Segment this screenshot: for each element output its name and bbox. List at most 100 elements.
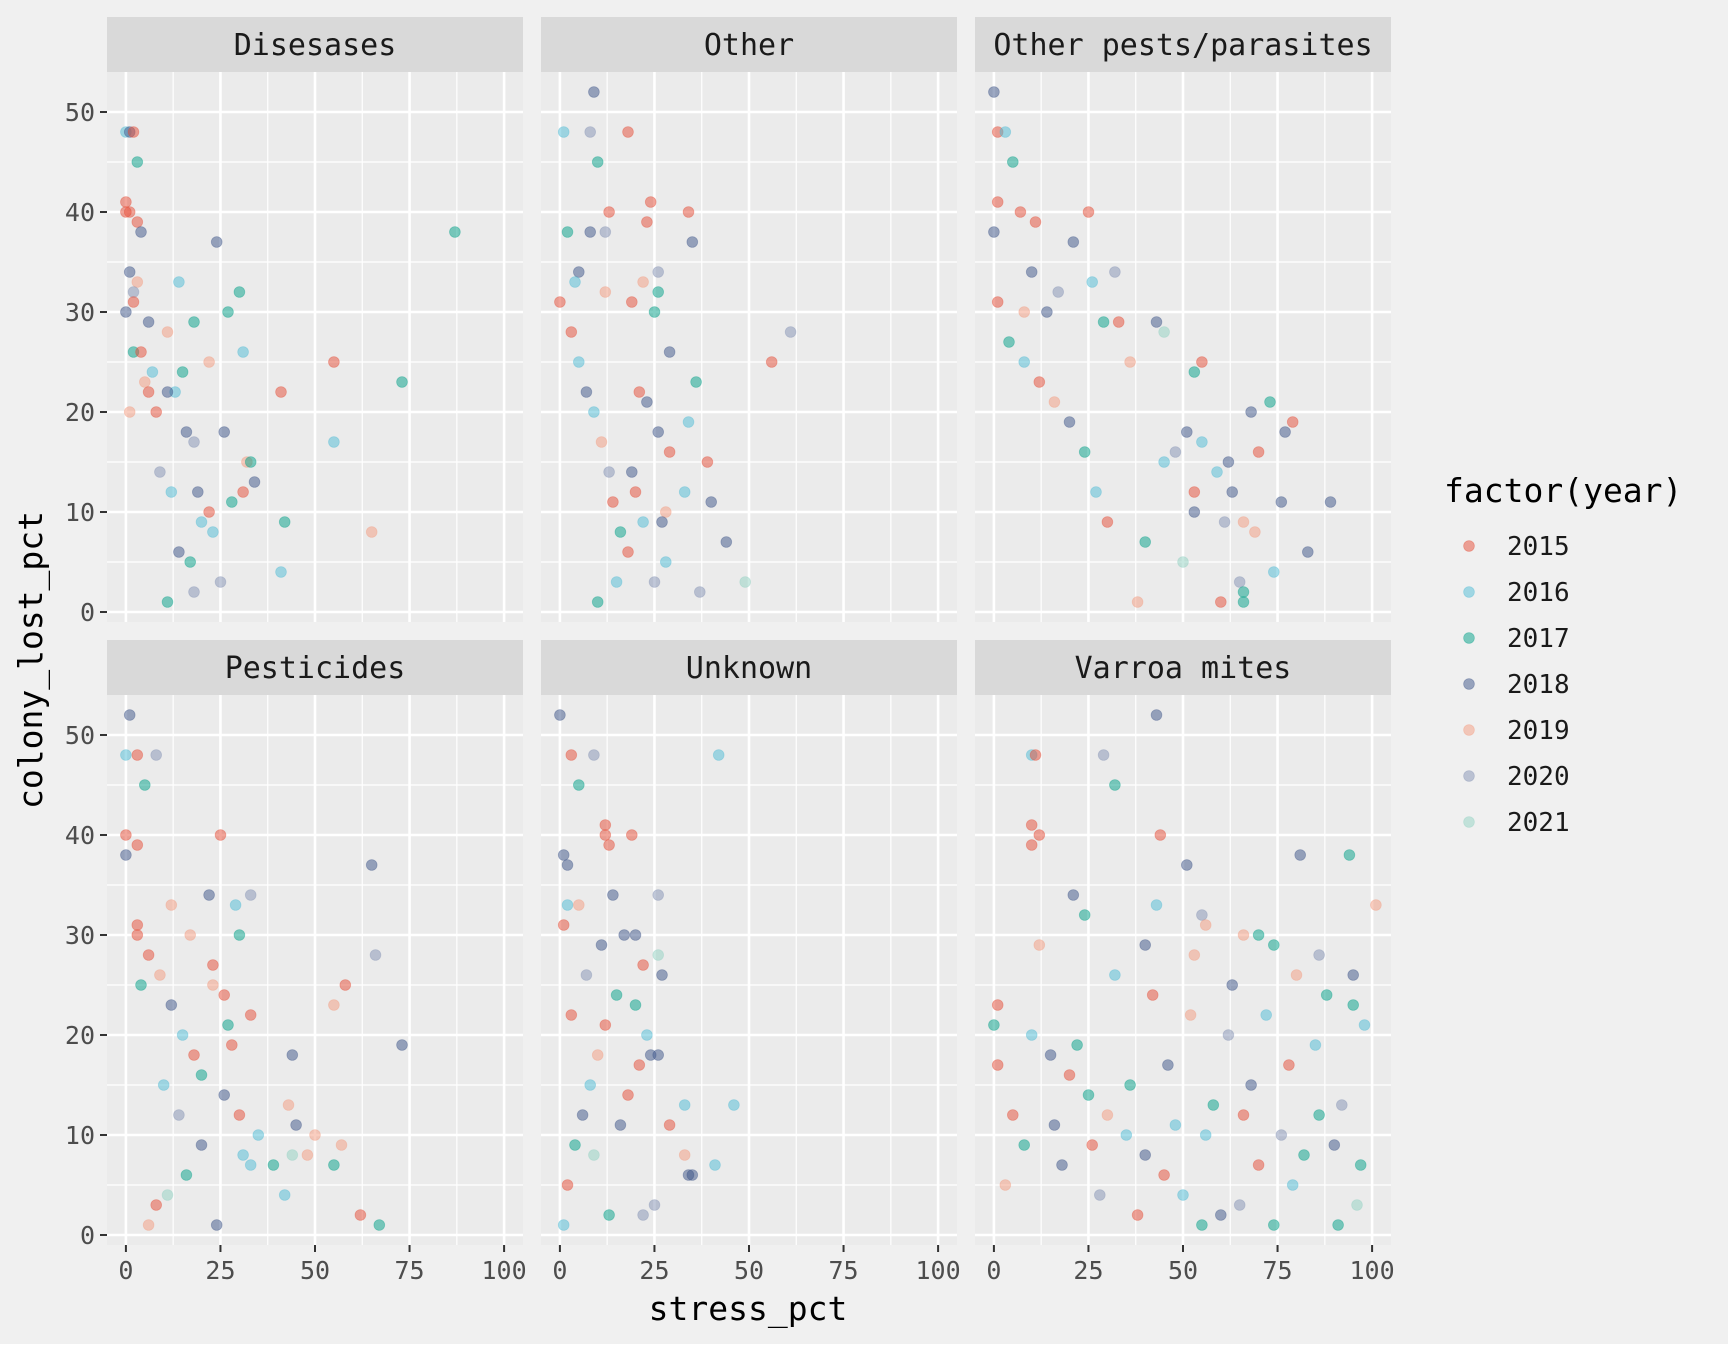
- x-tick-label: 25: [1073, 1256, 1103, 1285]
- data-point-2018: [595, 939, 608, 951]
- data-point-2018: [1226, 486, 1238, 498]
- data-point-2015: [131, 929, 144, 941]
- data-point-2018: [1067, 889, 1080, 901]
- x-tick-label: 50: [1168, 1256, 1198, 1285]
- legend-key-point: [1463, 586, 1475, 598]
- data-point-2015: [1086, 1139, 1098, 1151]
- data-point-2019: [659, 506, 672, 518]
- data-point-2020: [127, 286, 140, 298]
- data-point-2015: [237, 486, 249, 498]
- data-point-2018: [218, 1089, 231, 1101]
- y-tick-label: 10: [65, 498, 95, 527]
- legend-key-point: [1463, 816, 1475, 828]
- data-point-2017: [1320, 989, 1333, 1001]
- legend-label: 2015: [1507, 532, 1570, 562]
- data-point-2016: [1199, 1129, 1212, 1141]
- data-point-2015: [629, 486, 642, 498]
- data-point-2016: [557, 126, 570, 138]
- data-point-2019: [1184, 1009, 1197, 1021]
- data-point-2017: [1237, 596, 1250, 608]
- facet-pesticides: Pesticides 0 10 20 30 40 50 0 25 50 75 100: [65, 640, 527, 1285]
- data-point-2015: [557, 919, 570, 931]
- legend-key-point: [1463, 632, 1475, 644]
- data-point-2018: [1048, 1119, 1061, 1131]
- data-point-2019: [1249, 526, 1261, 538]
- data-point-2015: [1029, 749, 1042, 761]
- data-point-2016: [569, 276, 581, 288]
- data-point-2017: [1313, 1109, 1325, 1121]
- data-point-2018: [218, 426, 231, 438]
- data-point-2016: [557, 1219, 570, 1231]
- data-point-2017: [1078, 446, 1091, 458]
- data-point-2015: [1025, 819, 1038, 831]
- y-tick-label: 0: [80, 1221, 95, 1250]
- data-point-2015: [1154, 829, 1167, 841]
- data-point-2017: [328, 1159, 340, 1171]
- data-point-2019: [999, 1179, 1012, 1191]
- data-point-2017: [1109, 779, 1121, 791]
- data-point-2015: [1252, 446, 1265, 458]
- data-point-2015: [218, 989, 231, 1001]
- data-point-2015: [131, 839, 144, 851]
- data-point-2016: [1358, 1019, 1371, 1031]
- data-point-2015: [1101, 516, 1114, 528]
- data-point-2016: [584, 1079, 596, 1091]
- data-point-2018: [1044, 1049, 1057, 1061]
- data-point-2016: [682, 416, 695, 428]
- data-point-2020: [173, 1109, 185, 1121]
- data-point-2018: [1226, 979, 1238, 991]
- facet-other-pests-parasites: Other pests/parasites: [975, 17, 1391, 622]
- data-point-2016: [610, 576, 623, 588]
- data-point-2018: [561, 859, 574, 871]
- data-point-2021: [652, 949, 664, 961]
- data-point-2018: [142, 316, 155, 328]
- x-tick-label: 75: [394, 1256, 424, 1285]
- data-point-2015: [622, 126, 634, 138]
- data-point-2020: [637, 1209, 649, 1221]
- data-point-2018: [686, 236, 699, 248]
- data-point-2019: [591, 1049, 604, 1061]
- data-point-2018: [1215, 1209, 1227, 1221]
- x-tick-label: 75: [828, 1256, 858, 1285]
- data-point-2017: [591, 596, 604, 608]
- data-point-2015: [120, 196, 132, 208]
- data-point-2019: [309, 1129, 321, 1141]
- data-point-2018: [656, 516, 668, 528]
- legend-label: 2020: [1507, 762, 1570, 792]
- data-point-2015: [1033, 829, 1046, 841]
- data-point-2015: [1014, 206, 1027, 218]
- data-point-2017: [1082, 1089, 1095, 1101]
- data-point-2017: [1097, 316, 1110, 328]
- data-point-2018: [1324, 496, 1337, 508]
- data-point-2018: [629, 929, 642, 941]
- data-point-2020: [154, 466, 166, 478]
- data-point-2018: [180, 426, 193, 438]
- data-point-2015: [150, 406, 163, 418]
- data-point-2021: [1177, 556, 1189, 568]
- facet-strip: [107, 640, 523, 695]
- data-point-2019: [301, 1149, 314, 1161]
- legend-item-2021: 2021: [1463, 808, 1570, 838]
- data-point-2017: [610, 989, 623, 1001]
- data-point-2020: [1169, 446, 1182, 458]
- data-point-2015: [127, 126, 140, 138]
- data-point-2016: [1260, 1009, 1272, 1021]
- data-point-2015: [622, 546, 634, 558]
- data-point-2016: [146, 366, 159, 378]
- data-point-2018: [1041, 306, 1053, 318]
- data-point-2015: [214, 829, 227, 841]
- data-point-2015: [1196, 356, 1208, 368]
- data-point-2015: [599, 1019, 612, 1031]
- y-tick-label: 20: [65, 398, 95, 427]
- y-tick-label: 40: [65, 821, 95, 850]
- data-point-2018: [614, 1119, 627, 1131]
- legend-key-point: [1463, 770, 1475, 782]
- data-point-2015: [991, 999, 1004, 1011]
- data-point-2015: [603, 839, 615, 851]
- data-point-2020: [188, 586, 200, 598]
- data-point-2019: [131, 276, 144, 288]
- facet-label: Other pests/parasites: [993, 28, 1372, 63]
- data-point-2017: [373, 1219, 386, 1231]
- data-point-2018: [1025, 266, 1038, 278]
